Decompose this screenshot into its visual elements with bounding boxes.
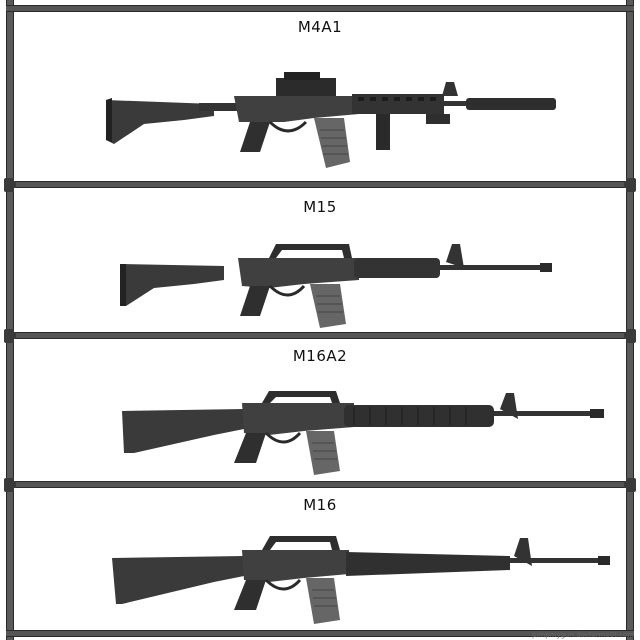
frame-bar-top bbox=[6, 5, 634, 12]
frame-bar-bottom bbox=[6, 630, 634, 637]
frame-joint bbox=[4, 329, 16, 343]
frame-bar-1 bbox=[6, 181, 634, 188]
frame-joint bbox=[4, 478, 16, 492]
panel-title: M16A2 bbox=[292, 347, 348, 365]
credit-text: pimpmygun.doctormo0t.com bbox=[532, 631, 634, 639]
rifle-panel-m16: M16 bbox=[14, 488, 626, 630]
m4a1-rifle-icon bbox=[106, 72, 556, 168]
panel-title: M16 bbox=[303, 496, 337, 514]
frame-joint bbox=[624, 329, 636, 343]
rifle-panel-m4a1: M4A1 bbox=[14, 12, 626, 181]
rifle-panel-m15: M15 bbox=[14, 188, 626, 332]
panel-title: M4A1 bbox=[297, 18, 343, 36]
frame-post-right bbox=[626, 0, 634, 640]
frame-joint bbox=[4, 178, 16, 192]
m16-rifle-icon bbox=[112, 536, 610, 624]
panel-title: M15 bbox=[303, 198, 337, 216]
frame-joint bbox=[624, 478, 636, 492]
rifle-panel-m16a2: M16A2 bbox=[14, 339, 626, 481]
frame-joint bbox=[624, 178, 636, 192]
frame-bar-2 bbox=[6, 332, 634, 339]
m16a2-rifle-icon bbox=[122, 391, 604, 475]
frame-post-left bbox=[6, 0, 14, 640]
frame-bar-3 bbox=[6, 481, 634, 488]
m15-rifle-icon bbox=[120, 244, 552, 328]
